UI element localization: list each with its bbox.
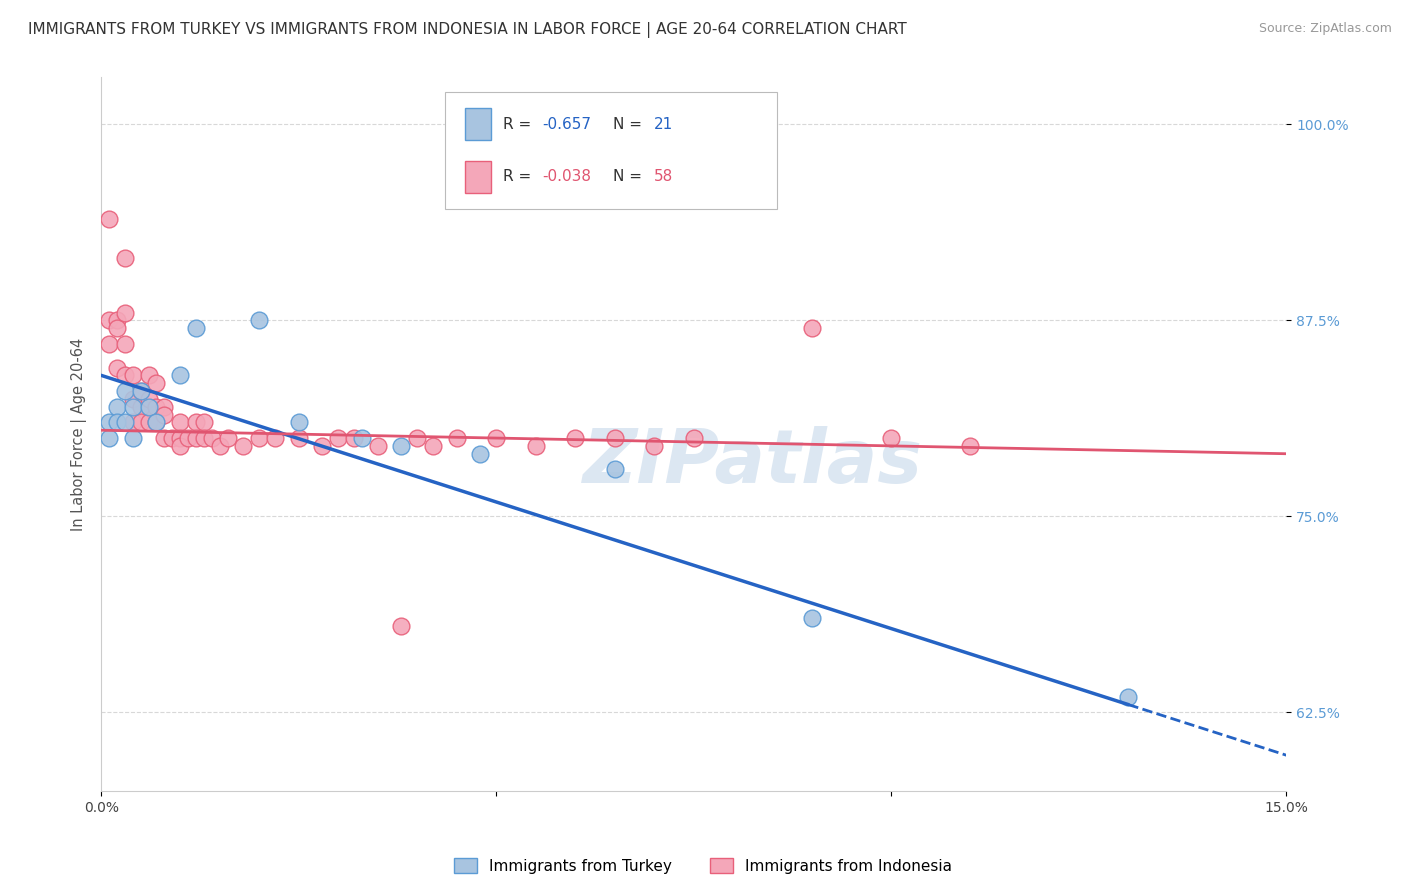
Point: [208, 439, 231, 453]
Point: [801, 321, 824, 335]
Point: [343, 431, 366, 445]
Legend: Immigrants from Turkey, Immigrants from Indonesia: Immigrants from Turkey, Immigrants from …: [447, 852, 959, 880]
Point: [422, 439, 444, 453]
Point: [153, 408, 176, 422]
Point: [406, 431, 429, 445]
Point: [121, 368, 143, 383]
Point: [162, 431, 184, 445]
Text: 58: 58: [654, 169, 672, 185]
Text: N =: N =: [613, 117, 647, 132]
Point: [184, 321, 207, 335]
Point: [114, 251, 136, 265]
Point: [193, 431, 215, 445]
Point: [201, 431, 224, 445]
Point: [114, 368, 136, 383]
Text: N =: N =: [613, 169, 647, 185]
Point: [470, 447, 492, 461]
Point: [98, 337, 121, 351]
Text: IMMIGRANTS FROM TURKEY VS IMMIGRANTS FROM INDONESIA IN LABOR FORCE | AGE 20-64 C: IMMIGRANTS FROM TURKEY VS IMMIGRANTS FRO…: [28, 22, 907, 38]
Point: [98, 416, 121, 430]
Point: [98, 211, 121, 226]
Point: [98, 431, 121, 445]
Point: [801, 611, 824, 625]
Point: [138, 392, 160, 406]
Point: [1118, 690, 1140, 704]
Point: [287, 416, 309, 430]
Y-axis label: In Labor Force | Age 20-64: In Labor Force | Age 20-64: [72, 337, 87, 531]
Point: [391, 439, 413, 453]
Text: R =: R =: [503, 169, 536, 185]
Point: [121, 431, 143, 445]
Point: [446, 431, 468, 445]
Point: [247, 313, 270, 327]
Point: [105, 400, 128, 414]
Point: [264, 431, 287, 445]
Point: [603, 431, 626, 445]
Point: [184, 416, 207, 430]
Point: [138, 400, 160, 414]
Point: [121, 416, 143, 430]
Point: [643, 439, 665, 453]
Point: [121, 400, 143, 414]
Text: ZIPatlas: ZIPatlas: [583, 426, 924, 500]
Point: [114, 416, 136, 430]
Point: [959, 439, 981, 453]
Point: [129, 416, 152, 430]
Point: [169, 416, 191, 430]
Point: [184, 431, 207, 445]
Point: [138, 368, 160, 383]
Point: [153, 431, 176, 445]
Point: [114, 305, 136, 319]
Point: [145, 400, 167, 414]
Point: [193, 416, 215, 430]
Point: [328, 431, 350, 445]
Point: [247, 431, 270, 445]
Point: [105, 321, 128, 335]
Point: [105, 360, 128, 375]
Text: R =: R =: [503, 117, 536, 132]
Point: [129, 384, 152, 398]
Point: [311, 439, 333, 453]
Point: [121, 392, 143, 406]
FancyBboxPatch shape: [465, 108, 491, 140]
Point: [169, 431, 191, 445]
FancyBboxPatch shape: [465, 161, 491, 193]
Point: [169, 368, 191, 383]
Point: [287, 431, 309, 445]
Point: [350, 431, 373, 445]
Point: [145, 376, 167, 391]
Point: [367, 439, 389, 453]
Point: [145, 416, 167, 430]
Point: [98, 313, 121, 327]
Text: -0.657: -0.657: [543, 117, 591, 132]
Point: [682, 431, 704, 445]
Point: [603, 462, 626, 476]
Point: [169, 439, 191, 453]
Text: -0.038: -0.038: [543, 169, 591, 185]
Point: [129, 384, 152, 398]
Point: [177, 431, 200, 445]
Point: [391, 619, 413, 633]
Point: [114, 337, 136, 351]
FancyBboxPatch shape: [444, 92, 776, 210]
Point: [564, 431, 586, 445]
Point: [105, 416, 128, 430]
Point: [524, 439, 547, 453]
Point: [114, 384, 136, 398]
Point: [232, 439, 254, 453]
Point: [138, 416, 160, 430]
Point: [153, 400, 176, 414]
Point: [485, 431, 508, 445]
Point: [105, 313, 128, 327]
Point: [880, 431, 903, 445]
Point: [217, 431, 239, 445]
Point: [129, 400, 152, 414]
Text: Source: ZipAtlas.com: Source: ZipAtlas.com: [1258, 22, 1392, 36]
Text: 21: 21: [654, 117, 672, 132]
Point: [145, 416, 167, 430]
